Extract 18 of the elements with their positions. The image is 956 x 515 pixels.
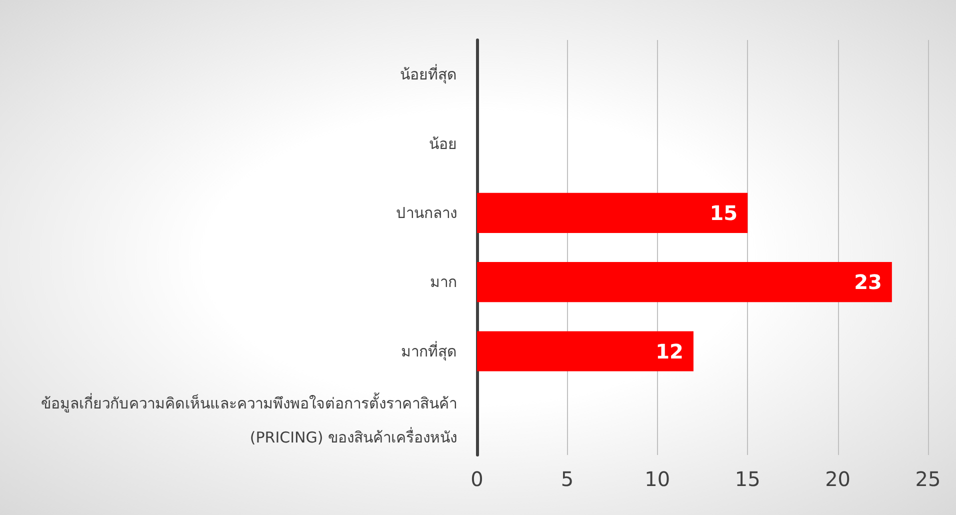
data-label: 23 <box>854 270 882 294</box>
y-tick-label: มาก <box>430 273 457 292</box>
x-tick-label: 10 <box>644 467 670 491</box>
data-label: 12 <box>656 339 684 364</box>
bar <box>477 331 694 372</box>
y-tick-label: น้อย <box>429 134 457 153</box>
bar <box>477 192 748 233</box>
x-tick-label: 25 <box>915 467 941 491</box>
data-label: 15 <box>710 200 738 225</box>
y-tick-label: ปานกลาง <box>396 204 457 222</box>
y-tick-label: น้อยที่สุด <box>400 64 457 85</box>
x-tick-label: 0 <box>470 467 484 491</box>
x-tick-label: 20 <box>825 467 851 491</box>
y-tick-label: มากที่สุด <box>401 340 457 362</box>
y-tick-label: ข้อมูลเกี่ยวกับความคิดเห็นและความพึงพอใจต่อการตั้งราคาสินค้า (PRICING) ของสินค้าเครื่องหนัง <box>41 392 457 446</box>
x-tick-label: 5 <box>560 467 574 491</box>
x-tick-label: 15 <box>734 467 760 491</box>
bar <box>477 262 892 302</box>
